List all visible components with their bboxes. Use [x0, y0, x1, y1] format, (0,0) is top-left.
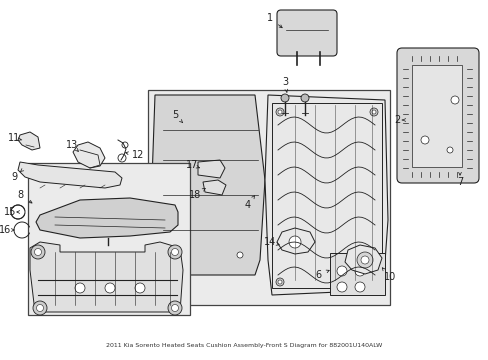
Polygon shape — [73, 142, 105, 168]
Circle shape — [35, 248, 41, 256]
Circle shape — [122, 142, 128, 148]
Circle shape — [275, 278, 284, 286]
Circle shape — [172, 252, 178, 258]
Circle shape — [168, 245, 182, 259]
FancyBboxPatch shape — [396, 48, 478, 183]
Circle shape — [450, 96, 458, 104]
Circle shape — [33, 301, 47, 315]
Text: 11: 11 — [8, 133, 20, 143]
Circle shape — [446, 147, 452, 153]
Text: 8: 8 — [17, 190, 23, 200]
Text: 16: 16 — [0, 225, 11, 235]
Circle shape — [237, 252, 243, 258]
Circle shape — [135, 283, 145, 293]
Bar — [411, 65, 461, 167]
Polygon shape — [276, 228, 314, 254]
Circle shape — [356, 252, 372, 268]
Circle shape — [75, 283, 85, 293]
Polygon shape — [264, 95, 387, 295]
Circle shape — [281, 94, 288, 102]
Circle shape — [171, 305, 178, 311]
Polygon shape — [203, 180, 225, 195]
Circle shape — [278, 110, 282, 114]
Circle shape — [37, 305, 43, 311]
Bar — [148, 90, 389, 305]
Text: 2011 Kia Sorento Heated Seats Cushion Assembly-Front S Diagram for 882001U140ALW: 2011 Kia Sorento Heated Seats Cushion As… — [106, 342, 381, 347]
Circle shape — [278, 280, 282, 284]
Text: 2: 2 — [393, 115, 399, 125]
Bar — [271, 103, 381, 288]
Circle shape — [336, 282, 346, 292]
Text: 9: 9 — [11, 172, 17, 182]
Circle shape — [420, 136, 428, 144]
Polygon shape — [30, 242, 183, 312]
Text: 13: 13 — [66, 140, 78, 150]
Polygon shape — [152, 95, 264, 275]
Circle shape — [31, 245, 45, 259]
Circle shape — [354, 282, 364, 292]
Bar — [28, 163, 190, 315]
Text: 17: 17 — [185, 160, 198, 170]
Circle shape — [371, 280, 375, 284]
Bar — [329, 253, 384, 295]
Text: 15: 15 — [4, 207, 16, 217]
Text: 7: 7 — [456, 177, 462, 187]
Circle shape — [369, 278, 377, 286]
Polygon shape — [18, 132, 40, 150]
Circle shape — [171, 248, 178, 256]
Circle shape — [371, 110, 375, 114]
Text: 14: 14 — [264, 237, 276, 247]
Text: 4: 4 — [244, 200, 250, 210]
Text: 1: 1 — [266, 13, 272, 23]
Text: 18: 18 — [188, 190, 201, 200]
Polygon shape — [345, 245, 381, 274]
Circle shape — [354, 266, 364, 276]
Polygon shape — [198, 160, 224, 178]
Circle shape — [168, 301, 182, 315]
Text: 3: 3 — [282, 77, 287, 87]
Circle shape — [301, 94, 308, 102]
Text: 6: 6 — [314, 270, 321, 280]
FancyBboxPatch shape — [276, 10, 336, 56]
Circle shape — [336, 266, 346, 276]
Text: 5: 5 — [171, 110, 178, 120]
Circle shape — [288, 236, 301, 248]
Circle shape — [118, 154, 126, 162]
Circle shape — [105, 283, 115, 293]
Circle shape — [275, 108, 284, 116]
Text: 12: 12 — [132, 150, 144, 160]
Polygon shape — [18, 162, 122, 188]
Circle shape — [369, 108, 377, 116]
Circle shape — [360, 256, 368, 264]
Text: 10: 10 — [383, 272, 395, 282]
Polygon shape — [36, 198, 178, 238]
